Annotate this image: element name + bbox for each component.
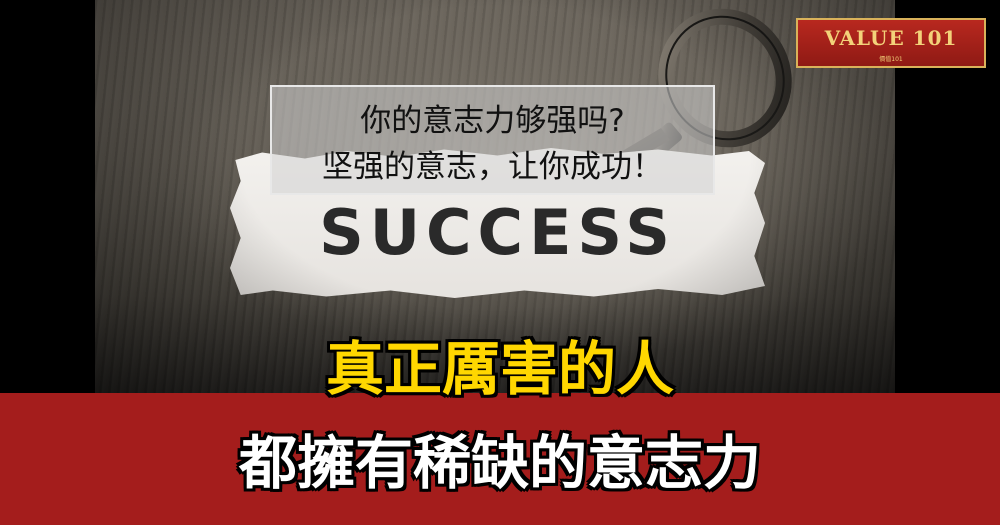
caption-line-2: 坚强的意志，让你成功！: [322, 149, 663, 185]
logo-sub-text: 價值101: [879, 56, 903, 63]
success-word: SUCCESS: [319, 196, 676, 269]
key-on-paper-photo: SUCCESS 你的意志力够强吗? 坚强的意志，让你成功！: [95, 0, 895, 395]
headline-line-2: 都擁有稀缺的意志力: [238, 429, 761, 497]
headline-line-1: 真正厲害的人: [325, 335, 674, 403]
caption-line-1: 你的意志力够强吗?: [360, 103, 625, 139]
headline-band: [0, 393, 1000, 525]
value101-logo: VALUE 101 價值101: [796, 18, 986, 68]
caption-box: 你的意志力够强吗? 坚强的意志，让你成功！: [270, 85, 715, 195]
logo-main-text: VALUE 101: [824, 26, 958, 50]
